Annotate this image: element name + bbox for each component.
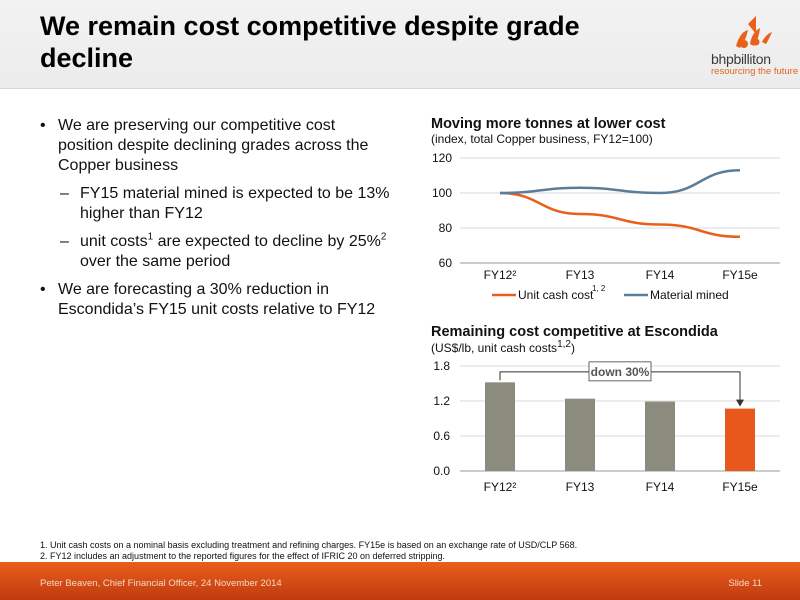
- bullet-item: We are preserving our competitive cost p…: [40, 116, 390, 176]
- legend-label-unit-cost: Unit cash cost: [518, 288, 594, 302]
- logo-tagline: resourcing the future: [711, 66, 799, 77]
- line-chart: 60 80 100 120 FY12² FY13 FY14 FY15e Unit cash co…: [432, 151, 780, 302]
- series-line-unit-cost: [499, 191, 741, 238]
- footnote-ref: 1,2: [557, 339, 571, 350]
- sub-bullet-text: are expected to decline by 25%: [153, 233, 381, 250]
- x-tick-label: FY14: [646, 268, 675, 282]
- footnote-ref: 1: [147, 231, 154, 243]
- dash-marker: –: [60, 185, 69, 202]
- bullet-item: We are forecasting a 30% reduction in Es…: [40, 280, 390, 320]
- bar-chart: 0.0 0.6 1.2 1.8 FY12² FY13 FY14 FY15e down 30%: [433, 359, 780, 494]
- title-line-1: We remain cost competitive despite grade: [40, 11, 580, 41]
- x-tick-label: FY13: [566, 268, 595, 282]
- y-tick-label: 100: [432, 186, 452, 200]
- x-tick-label: FY15e: [722, 268, 758, 282]
- bar: [725, 408, 755, 471]
- bhp-logo-icon: [736, 16, 772, 48]
- chart2-subtitle: (US$/lb, unit cash costs1,2): [431, 339, 575, 356]
- bullet-list: We are preserving our competitive cost p…: [40, 116, 390, 328]
- x-tick-label: FY14: [646, 480, 675, 494]
- annotation-box: [588, 361, 652, 382]
- arrow-down-icon: [736, 399, 744, 407]
- footnotes: 1. Unit cash costs on a nominal basis ex…: [40, 540, 577, 562]
- y-tick-label: 80: [439, 221, 453, 235]
- sub-bullet-item: – unit costs1 are expected to decline by…: [40, 232, 390, 272]
- footer-presenter: Peter Beaven, Chief Financial Officer, 2…: [40, 578, 282, 589]
- legend-label-material-mined: Material mined: [650, 288, 729, 302]
- y-tick-label: 60: [439, 256, 453, 270]
- sub-bullet-text: over the same period: [80, 253, 231, 270]
- bullet-text: We are preserving our competitive cost p…: [58, 117, 369, 174]
- chart2-subtitle-text: ): [570, 341, 575, 355]
- footnote-1: 1. Unit cash costs on a nominal basis ex…: [40, 540, 578, 550]
- title-line-2: decline: [40, 43, 134, 73]
- bullet-text: We are forecasting a 30% reduction in Es…: [58, 281, 376, 318]
- chart1-subtitle: (index, total Copper business, FY12=100): [431, 132, 653, 146]
- y-tick-label: 0.0: [433, 464, 450, 478]
- y-tick-label: 1.2: [433, 394, 450, 408]
- x-tick-label: FY15e: [722, 480, 758, 494]
- sub-bullet-item: – FY15 material mined is expected to be …: [40, 184, 390, 224]
- y-tick-label: 120: [432, 151, 452, 165]
- dash-marker: –: [60, 233, 69, 250]
- chart1-title: Moving more tonnes at lower cost: [431, 116, 666, 132]
- logo-wordmark: bhpbilliton: [711, 51, 771, 67]
- y-tick-label: 0.6: [433, 429, 450, 443]
- footnote-ref: 2: [380, 231, 387, 243]
- bar: [485, 382, 515, 471]
- footnote-2: 2. FY12 includes an adjustment to the re…: [40, 551, 446, 561]
- slide-number: Slide 11: [728, 578, 762, 589]
- series-line-material-mined: [499, 169, 741, 195]
- y-tick-label: 1.8: [433, 359, 450, 373]
- sub-bullet-text: unit costs: [80, 233, 148, 250]
- legend-footnote-ref: 1, 2: [592, 284, 606, 293]
- x-tick-label: FY12²: [484, 268, 517, 282]
- chart2-title: Remaining cost competitive at Escondida: [431, 324, 718, 340]
- x-tick-label: FY13: [566, 480, 595, 494]
- annotation-label: down 30%: [591, 365, 650, 379]
- slide-title: We remain cost competitive despite grade…: [40, 10, 640, 74]
- chart2-subtitle-text: (US$/lb, unit cash costs: [431, 341, 558, 355]
- bar: [645, 401, 675, 471]
- header-bar: We remain cost competitive despite grade…: [0, 0, 800, 89]
- bar: [565, 398, 595, 471]
- footer-bar: Peter Beaven, Chief Financial Officer, 2…: [0, 562, 800, 600]
- x-tick-label: FY12²: [484, 480, 517, 494]
- sub-bullet-text: FY15 material mined is expected to be 13…: [80, 185, 390, 222]
